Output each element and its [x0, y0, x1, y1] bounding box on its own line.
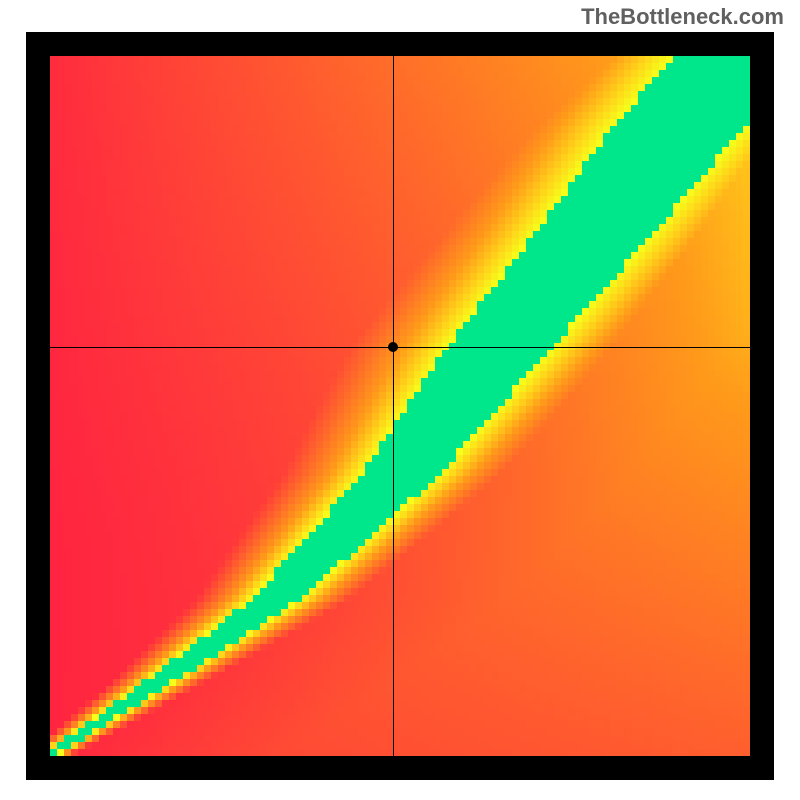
- heatmap-canvas: [50, 56, 750, 756]
- crosshair-horizontal: [50, 347, 750, 348]
- watermark-text: TheBottleneck.com: [581, 4, 784, 30]
- chart-frame: [26, 32, 774, 780]
- marker-dot: [388, 342, 398, 352]
- crosshair-vertical: [393, 56, 394, 756]
